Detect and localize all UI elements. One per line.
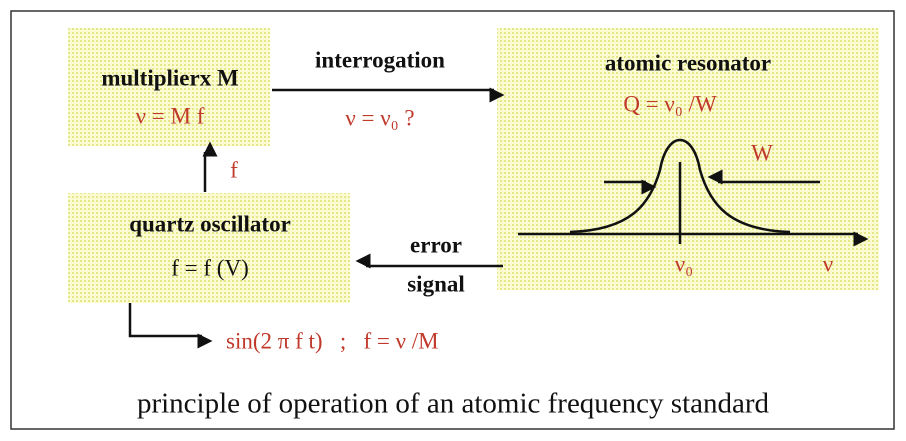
multiplier-box (68, 28, 270, 146)
error-label: error (410, 232, 462, 257)
oscillator-box (68, 193, 350, 303)
output-formula: sin(2 π f t) ; f = ν /M (226, 328, 439, 353)
resonance-curve (569, 138, 791, 234)
width-label: W (751, 140, 773, 165)
axis-label: ν (823, 251, 833, 276)
interrogation-formula: ν = ν₀ ? (345, 105, 414, 130)
interrogation-label: interrogation (315, 47, 445, 72)
oscillator-title: quartz oscillator (129, 211, 291, 236)
feedback-label: f (230, 157, 238, 182)
output-arrow (128, 303, 213, 349)
frame (10, 10, 895, 430)
multiplier-formula: ν = M f (136, 103, 205, 128)
center-label: ν₀ (675, 251, 693, 276)
resonator-formula: Q = ν₀ /W (623, 91, 717, 116)
resonator-title: atomic resonator (605, 50, 771, 75)
signal-label: signal (407, 271, 465, 296)
caption: principle of operation of an atomic freq… (137, 388, 770, 420)
oscillator-formula: f = f (V) (171, 255, 248, 280)
multiplier-title: multiplierx M (101, 65, 239, 90)
arrows (128, 87, 869, 349)
resonator-box (497, 28, 879, 290)
